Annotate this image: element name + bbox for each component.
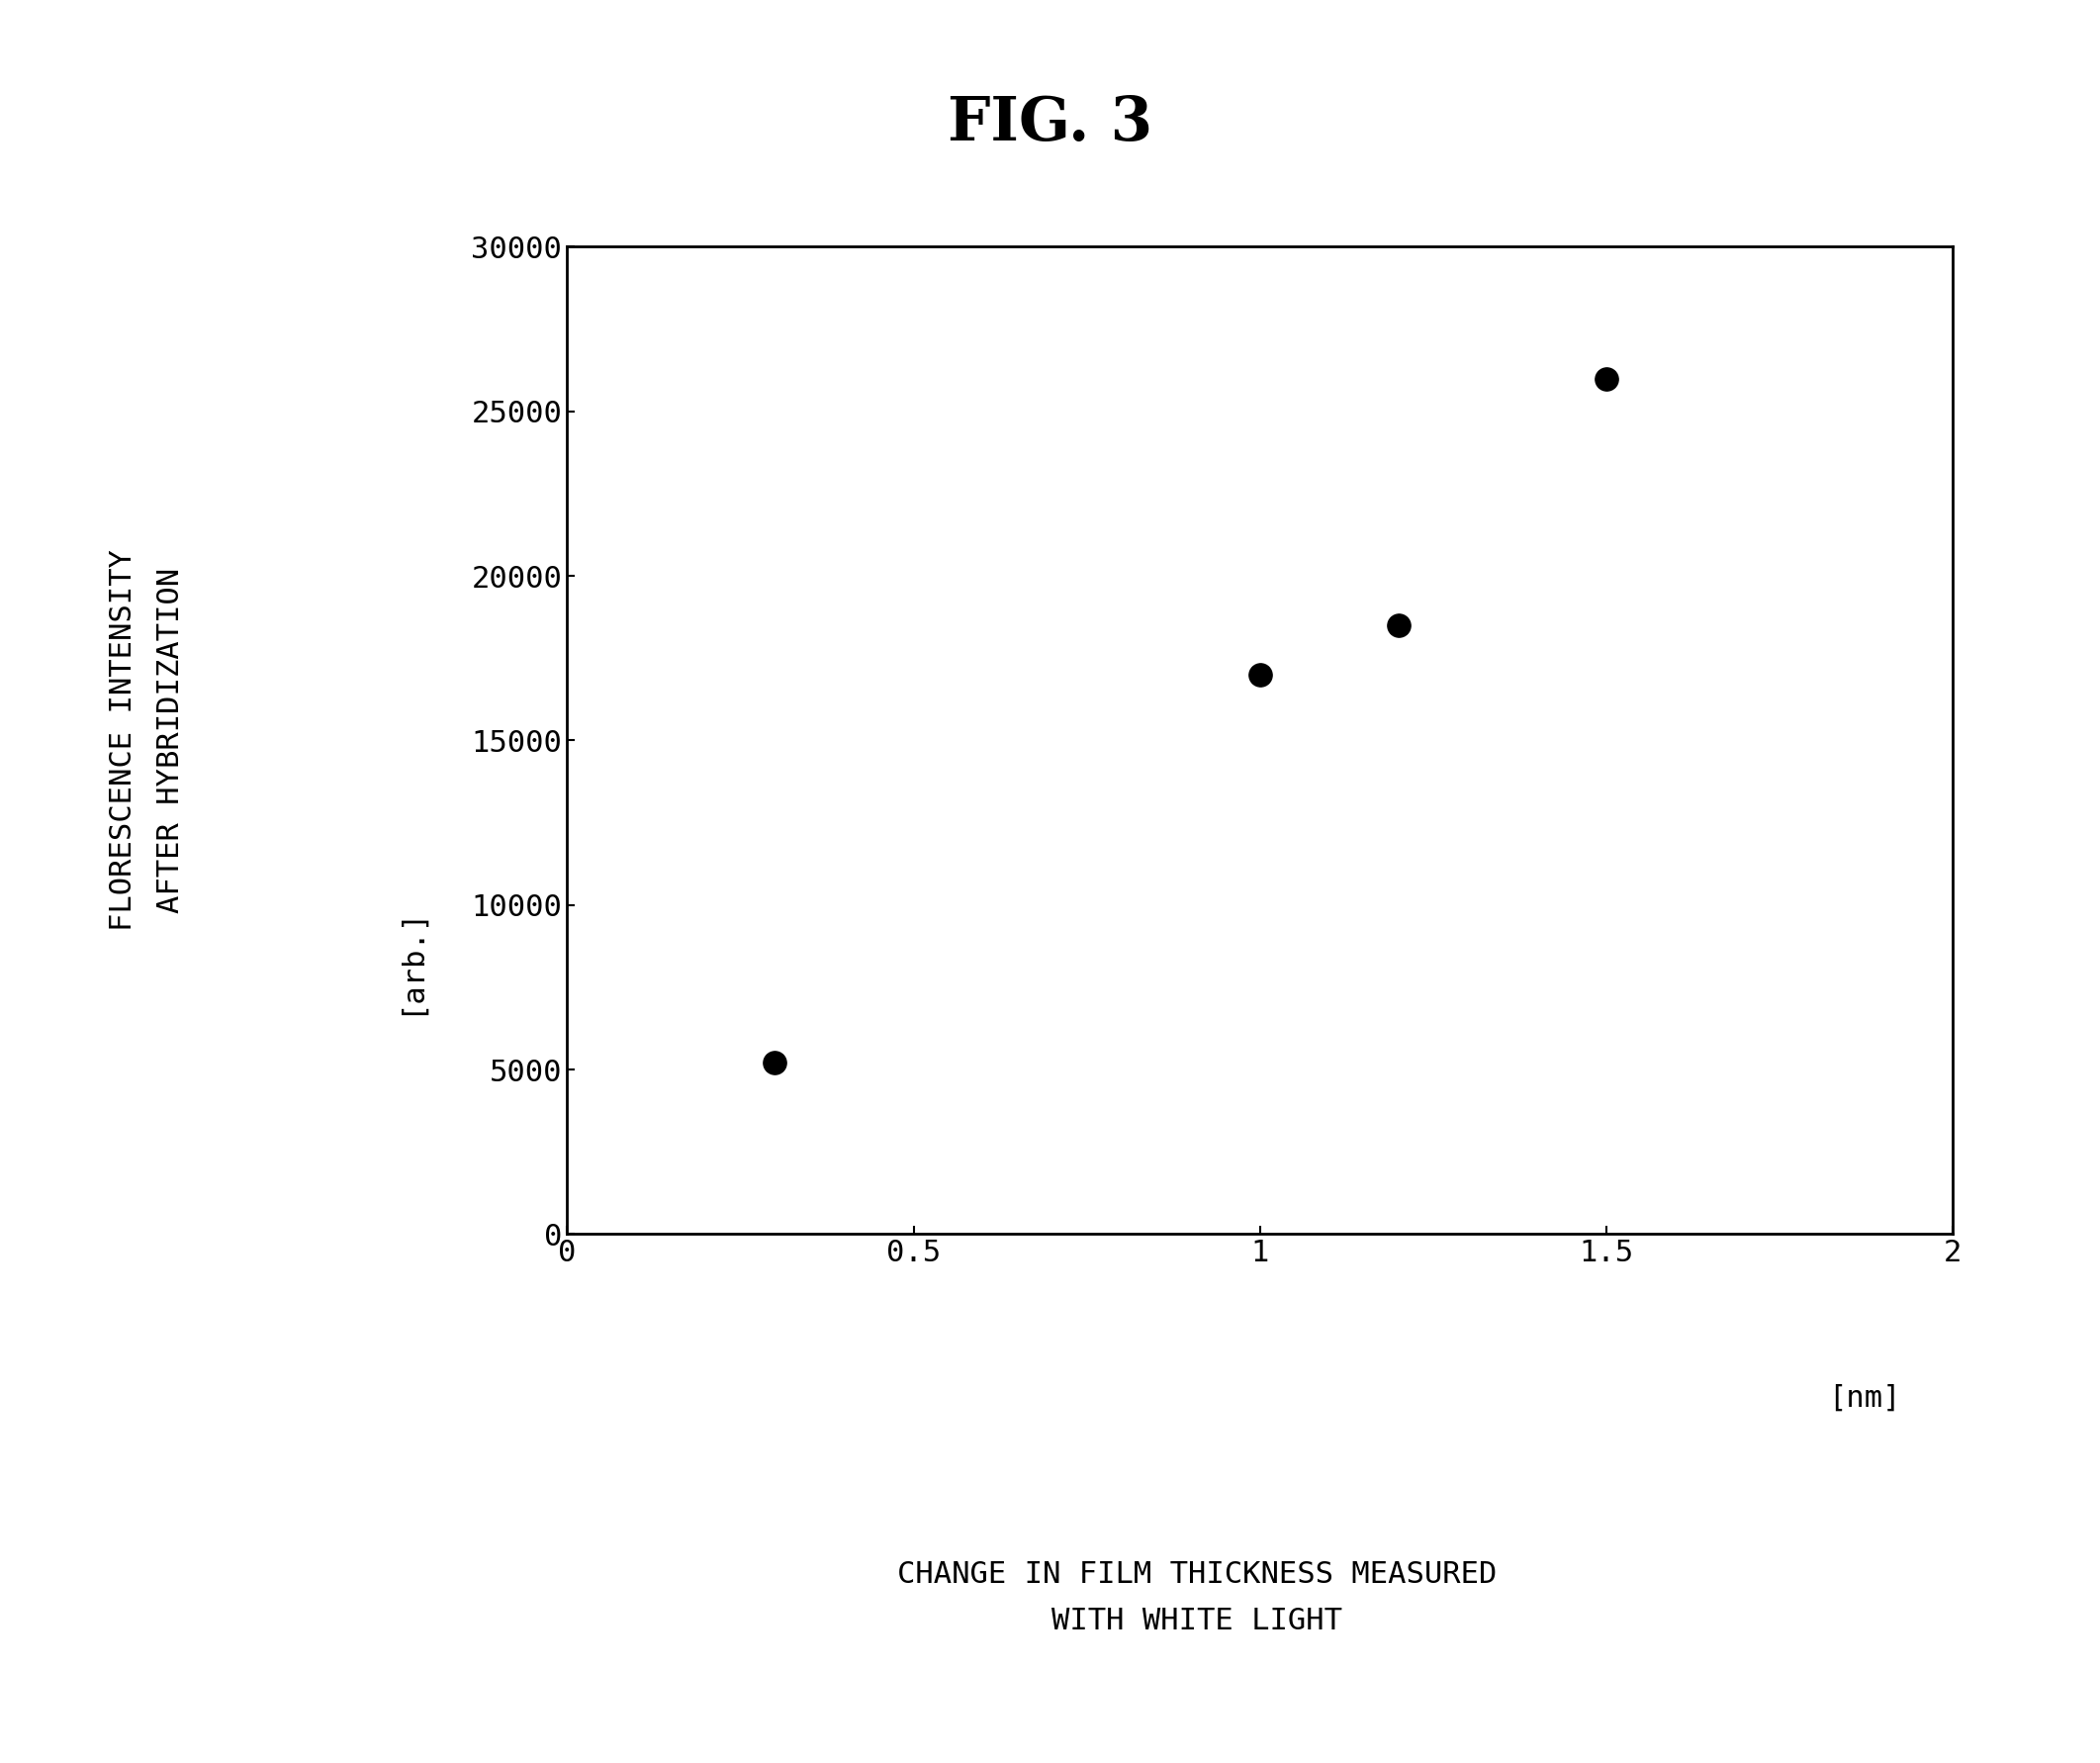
Text: FIG. 3: FIG. 3 (947, 93, 1153, 153)
Point (1243, 661, 1277, 689)
Point (1382, 612, 1415, 640)
Point (1590, 365, 1623, 393)
Text: FLORESCENCE INTENSITY
AFTER HYBRIDIZATION: FLORESCENCE INTENSITY AFTER HYBRIDIZATIO… (109, 550, 185, 931)
Point (758, 1049, 792, 1077)
Text: [nm]: [nm] (1827, 1384, 1900, 1412)
Text: CHANGE IN FILM THICKNESS MEASURED
WITH WHITE LIGHT: CHANGE IN FILM THICKNESS MEASURED WITH W… (897, 1560, 1497, 1636)
Text: [arb.]: [arb.] (395, 906, 424, 1015)
